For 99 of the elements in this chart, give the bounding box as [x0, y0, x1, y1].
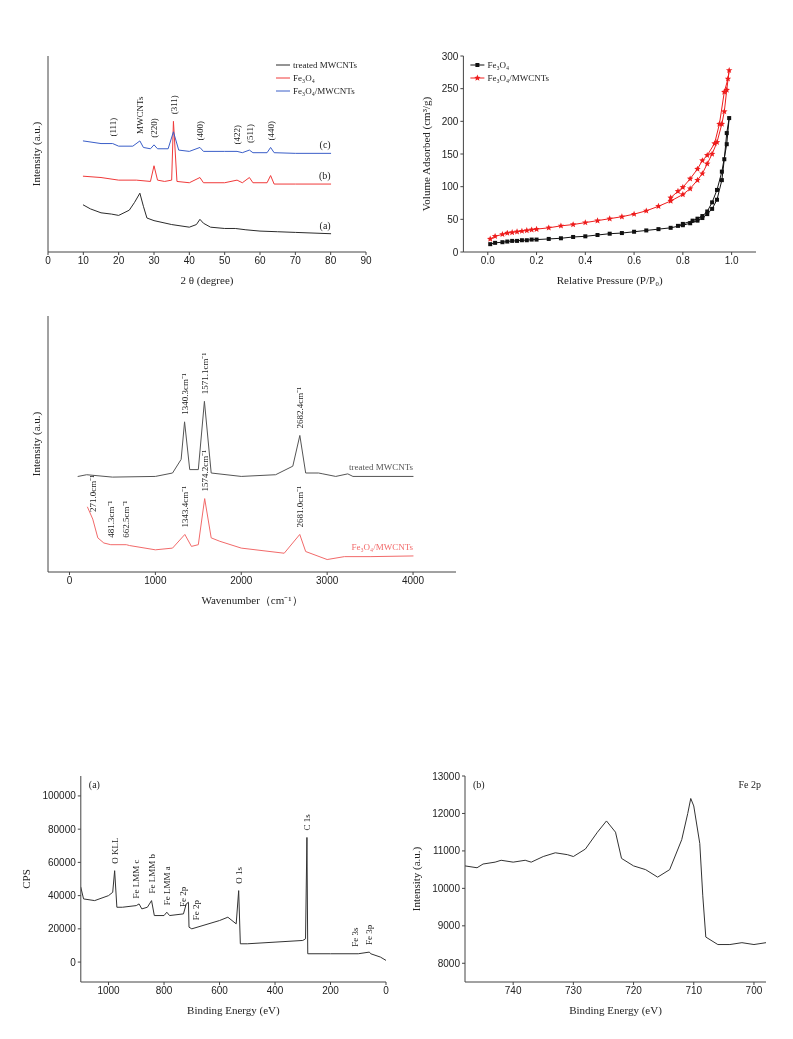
x-tick-label: 740 [504, 985, 522, 997]
x-tick-label: 60 [254, 255, 266, 267]
y-tick-label: 150 [441, 148, 459, 160]
y-tick-label: 50 [447, 213, 459, 225]
x-tick-label: 400 [266, 985, 284, 997]
y-axis-title: Volume Adsorbed (cm³/g) [420, 96, 433, 212]
legend-label: Fe₃O₄/MWCNTs [293, 86, 356, 96]
y-tick-label: 100000 [42, 790, 77, 802]
x-tick-label: 0.2 [529, 255, 544, 267]
y-tick-label: 9000 [437, 920, 461, 932]
annotation: 271.0cm⁻¹ [87, 474, 98, 513]
y-tick-label: 12000 [432, 808, 461, 819]
x-axis-title: Wavenumber（cm⁻¹） [201, 594, 303, 606]
y-tick-label: 250 [441, 83, 459, 95]
x-tick-label: 600 [211, 985, 229, 997]
x-tick-label: 0.8 [675, 255, 691, 267]
x-tick-label: 700 [745, 985, 763, 997]
y-tick-label: 0 [452, 246, 459, 258]
x-axis-title: Binding Energy (eV) [187, 1004, 281, 1017]
x-tick-label: 0.6 [627, 255, 642, 267]
annotation: (422) [232, 124, 243, 145]
annotation: 1343.4cm⁻¹ [179, 485, 190, 528]
annotation: O KLL [109, 837, 120, 864]
y-axis-title: Intensity (a.u.) [30, 121, 43, 187]
annotation: (400) [195, 120, 206, 141]
annotation: (a) [88, 779, 100, 791]
y-axis-title: Intensity (a.u.) [410, 846, 423, 912]
annotation: 1574.2cm⁻¹ [199, 449, 210, 492]
x-tick-label: 200 [322, 985, 340, 997]
y-tick-label: 300 [441, 50, 459, 62]
y-tick-label: 10000 [432, 882, 461, 894]
x-tick-label: 40 [183, 255, 196, 267]
x-tick-label: 10 [77, 255, 90, 267]
annotation: Fe 2p [738, 779, 761, 790]
x-axis-title: Binding Energy (eV) [569, 1004, 663, 1017]
annotation: (220) [149, 118, 160, 138]
x-tick-label: 0 [383, 985, 390, 997]
annotation: Fe LMM a [161, 866, 172, 906]
x-tick-label: 90 [360, 255, 372, 267]
series-label: Fe₃O₄/MWCNTs [351, 541, 414, 552]
x-axis-title: 2 θ (degree) [180, 274, 234, 287]
annotation: Fe 3p [364, 924, 375, 946]
annotation: MWCNTs [135, 96, 146, 134]
x-tick-label: 3000 [316, 575, 339, 587]
x-tick-label: 1000 [144, 575, 167, 587]
x-tick-label: 0.4 [578, 255, 593, 267]
legend-label: Fe₃O₄/MWCNTs [487, 73, 550, 83]
x-tick-label: 70 [289, 255, 302, 267]
annotation: C 1s [302, 813, 313, 831]
annotation: 2682.4cm⁻¹ [294, 386, 305, 429]
annotation: 481.3cm⁻¹ [105, 500, 116, 538]
x-tick-label: 2000 [230, 575, 253, 587]
y-tick-label: 200 [441, 115, 459, 127]
y-tick-label: 40000 [47, 890, 77, 902]
x-tick-label: 710 [685, 985, 703, 997]
annotation: Fe LMM c [131, 859, 142, 899]
legend-label: treated MWCNTs [293, 60, 358, 70]
y-tick-label: 80000 [47, 823, 77, 835]
annotation: 1571.1cm⁻¹ [199, 352, 210, 395]
annotation: 662.5cm⁻¹ [121, 500, 132, 538]
x-tick-label: 20 [113, 255, 125, 267]
y-axis-title: CPS [20, 869, 32, 889]
annotation: 1340.3cm⁻¹ [179, 373, 190, 415]
annotation: (111) [107, 117, 118, 137]
annotation: (511) [244, 123, 255, 144]
x-tick-label: 1000 [97, 985, 121, 997]
y-tick-label: 0 [70, 956, 77, 968]
x-tick-label: 800 [155, 985, 173, 997]
annotation: Fe 2p [190, 899, 201, 921]
y-tick-label: 8000 [437, 957, 461, 969]
x-tick-label: 720 [625, 985, 643, 997]
y-tick-label: 11000 [432, 845, 461, 857]
annotation: (a) [319, 219, 331, 232]
series-label: treated MWCNTs [348, 462, 414, 473]
x-tick-label: 4000 [401, 575, 425, 587]
annotation: Fe 3s [349, 927, 360, 947]
x-tick-label: 30 [148, 255, 160, 267]
annotation: (b) [473, 779, 485, 791]
y-tick-label: 20000 [47, 923, 77, 935]
x-axis-title: Relative Pressure (P/P₀) [556, 274, 663, 287]
annotation: (c) [319, 139, 331, 152]
legend-label: Fe₃O₄ [487, 60, 510, 70]
annotation: Fe LMM b [146, 853, 157, 894]
annotation: (311) [168, 95, 179, 115]
x-tick-label: 0.0 [480, 255, 496, 267]
legend-label: Fe₃O₄ [293, 73, 315, 83]
annotation: (440) [265, 120, 276, 141]
annotation: 2681.0cm⁻¹ [294, 485, 305, 528]
annotation: (b) [318, 170, 331, 183]
y-tick-label: 60000 [47, 856, 77, 868]
y-tick-label: 100 [441, 181, 459, 193]
annotation: Fe 2p [177, 886, 188, 907]
x-tick-label: 1.0 [724, 255, 739, 267]
x-tick-label: 50 [219, 255, 231, 267]
x-tick-label: 730 [565, 985, 583, 997]
x-tick-label: 80 [325, 255, 337, 267]
y-tick-label: 13000 [432, 770, 461, 782]
annotation: O 1s [233, 866, 244, 884]
y-axis-title: Intensity (a.u.) [30, 411, 43, 477]
